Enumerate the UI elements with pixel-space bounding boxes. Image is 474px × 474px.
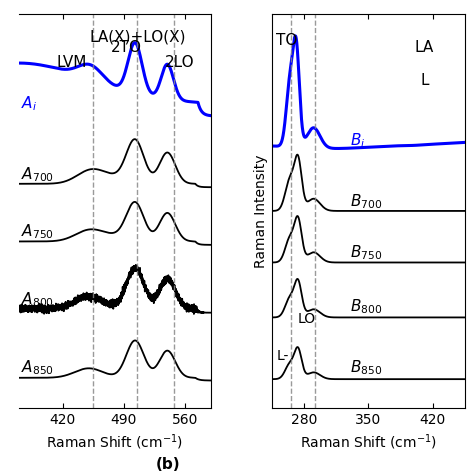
Text: $B_{750}$: $B_{750}$	[350, 243, 383, 262]
Text: L: L	[420, 73, 429, 89]
Text: $B_{700}$: $B_{700}$	[350, 192, 383, 211]
Text: (b): (b)	[156, 457, 181, 472]
Text: 2LO: 2LO	[165, 55, 194, 70]
Text: $A_{800}$: $A_{800}$	[21, 291, 54, 310]
Text: TO: TO	[276, 33, 298, 48]
X-axis label: Raman Shift (cm$^{-1}$): Raman Shift (cm$^{-1}$)	[300, 432, 437, 452]
Text: $A_{750}$: $A_{750}$	[21, 223, 54, 241]
Text: $B_{850}$: $B_{850}$	[350, 358, 383, 377]
Text: LA(X)+LO(X): LA(X)+LO(X)	[90, 30, 186, 45]
Text: $A_i$: $A_i$	[21, 94, 37, 113]
Text: LA: LA	[414, 39, 433, 55]
Text: $B_{800}$: $B_{800}$	[350, 297, 383, 316]
Y-axis label: Raman Intensity: Raman Intensity	[255, 154, 268, 268]
X-axis label: Raman Shift (cm$^{-1}$): Raman Shift (cm$^{-1}$)	[46, 432, 183, 452]
Text: 2TO: 2TO	[111, 39, 142, 55]
Text: $A_{700}$: $A_{700}$	[21, 165, 54, 184]
Text: $B_i$: $B_i$	[350, 131, 365, 150]
Text: $A_{850}$: $A_{850}$	[21, 358, 54, 377]
Text: LVM: LVM	[56, 55, 87, 70]
Text: L-: L-	[276, 349, 289, 363]
Text: LO: LO	[298, 312, 316, 326]
